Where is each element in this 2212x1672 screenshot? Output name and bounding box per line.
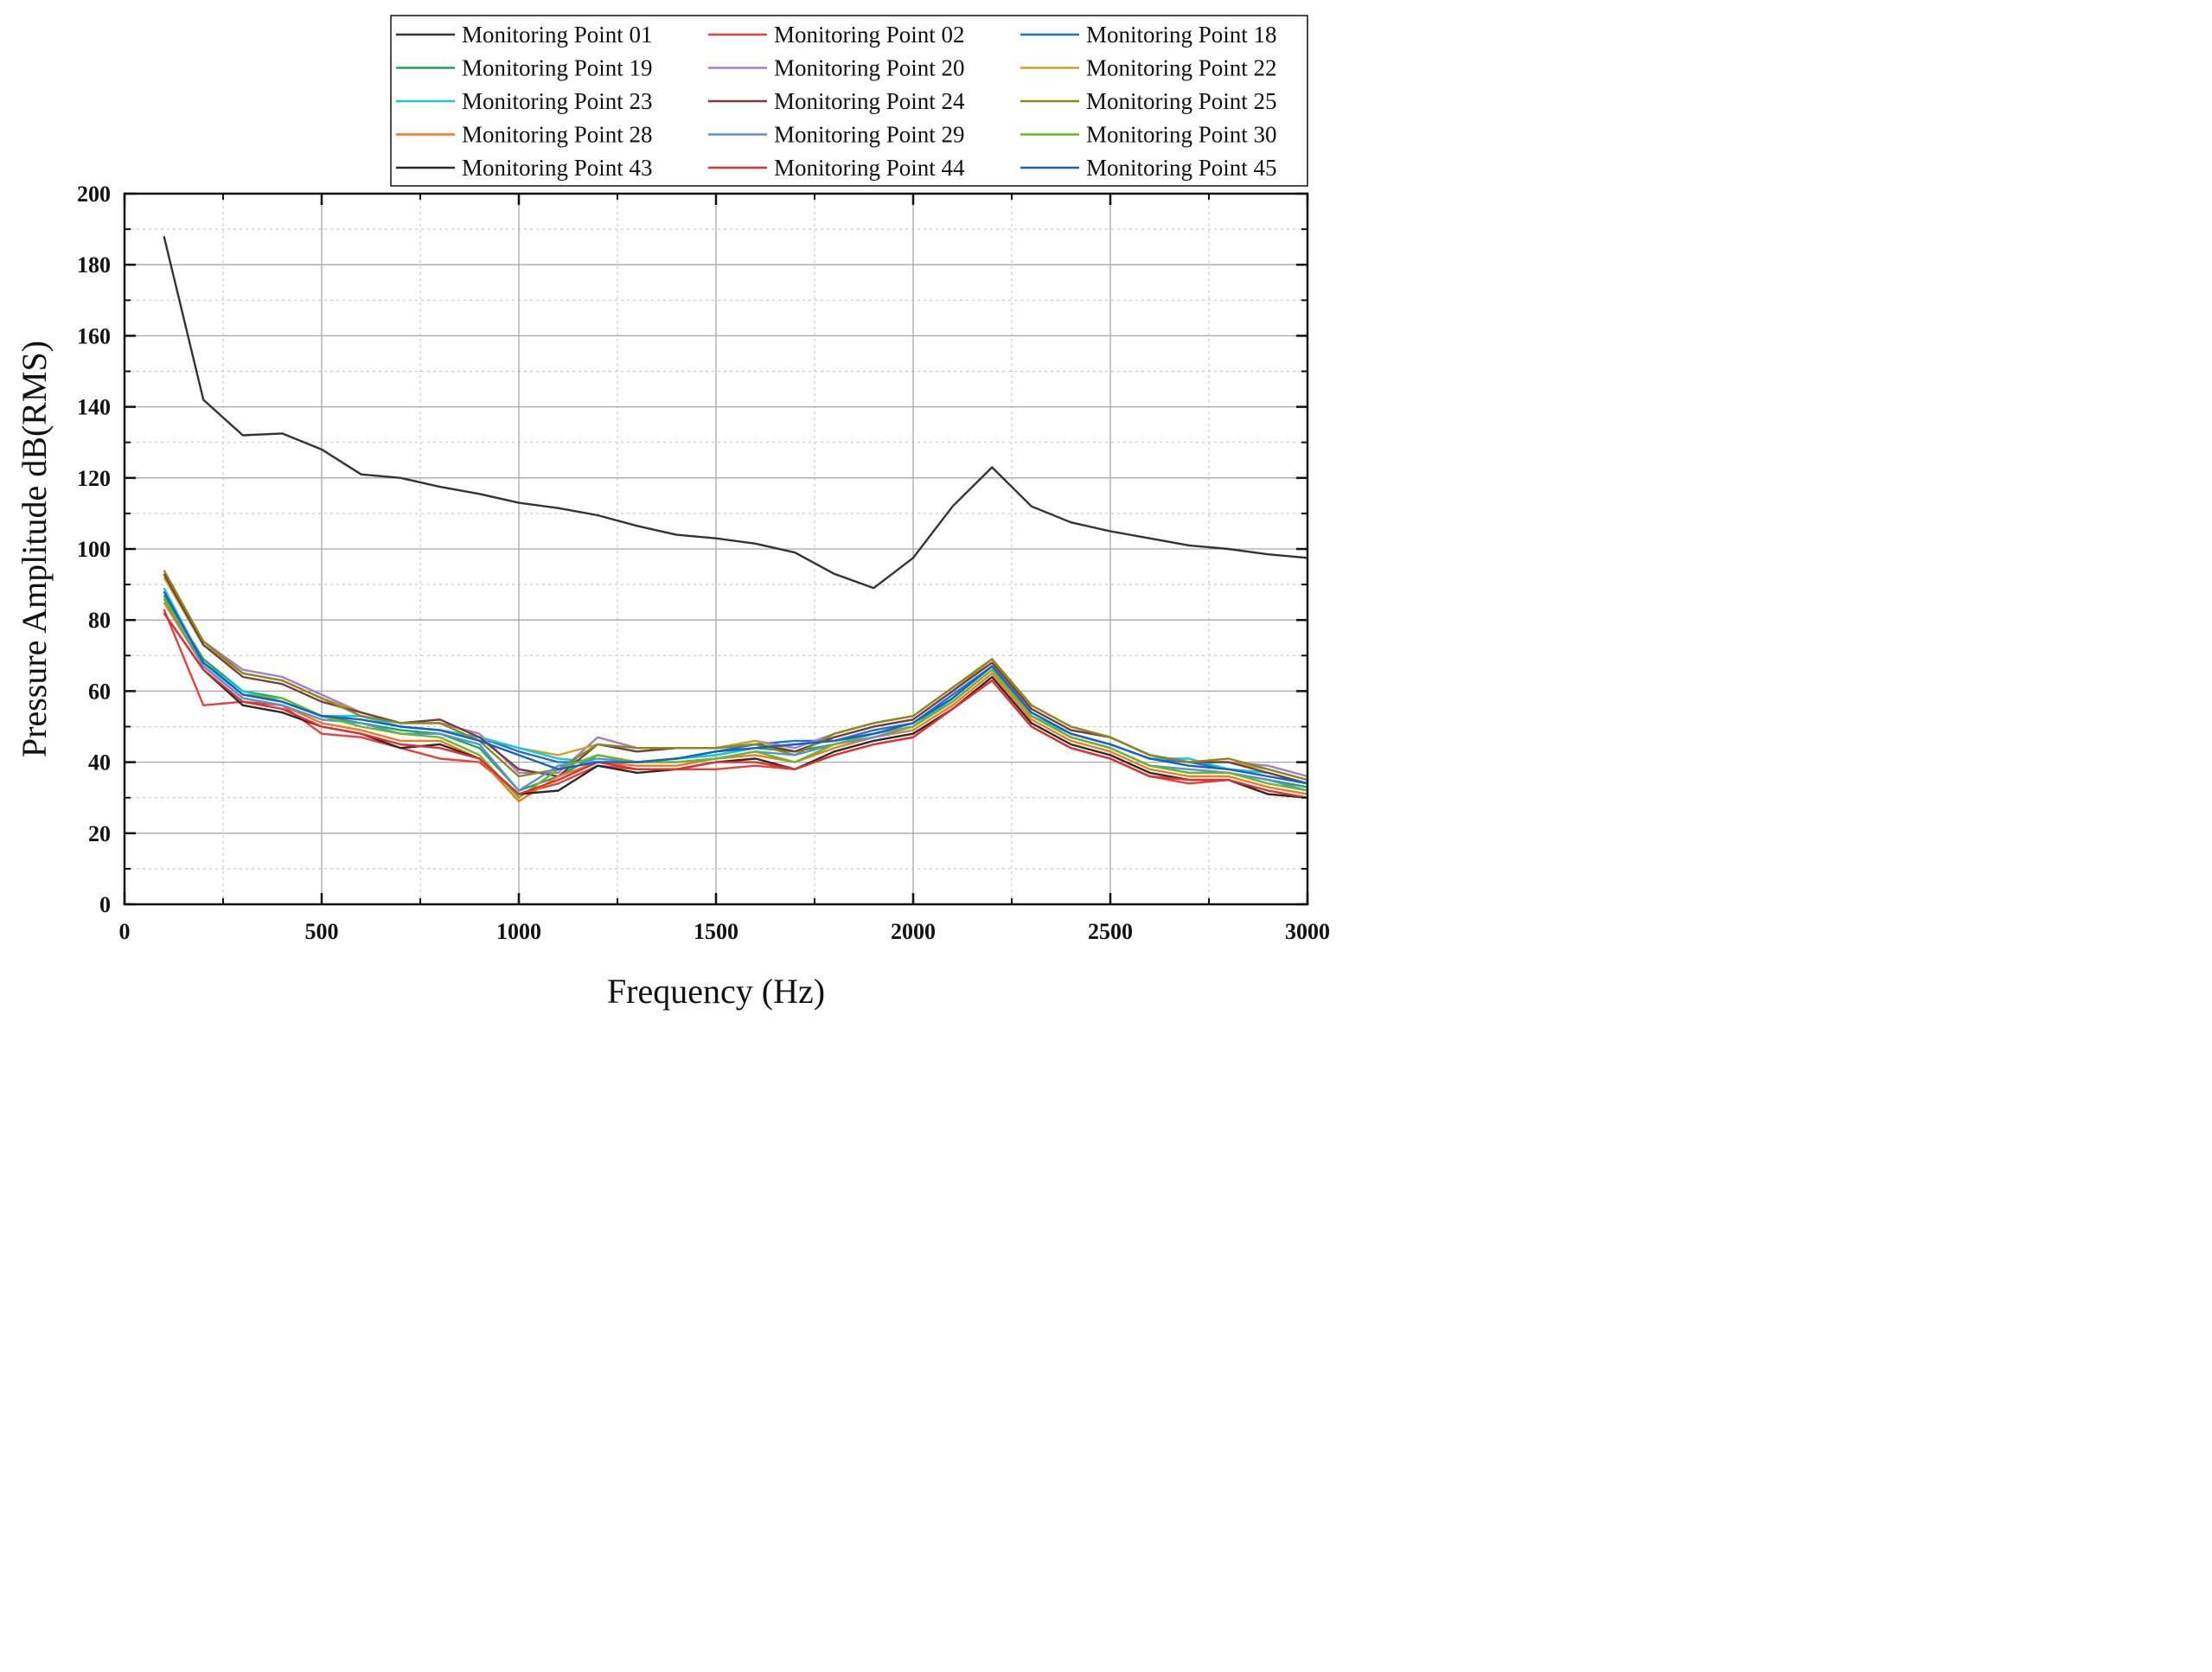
legend-label-monitoring-point-43: Monitoring Point 43 xyxy=(462,155,653,181)
y-tick-label: 40 xyxy=(88,750,111,775)
y-tick-label: 0 xyxy=(99,892,111,917)
legend-label-monitoring-point-01: Monitoring Point 01 xyxy=(462,22,653,48)
y-axis-title: Pressure Amplitude dB(RMS) xyxy=(15,341,54,757)
y-tick-label: 80 xyxy=(88,608,111,633)
legend-box xyxy=(390,15,1308,187)
legend-label-monitoring-point-23: Monitoring Point 23 xyxy=(462,88,653,114)
legend-label-monitoring-point-30: Monitoring Point 30 xyxy=(1086,122,1277,148)
series-lines xyxy=(163,236,1308,802)
legend-label-monitoring-point-44: Monitoring Point 44 xyxy=(774,155,965,181)
legend-label-monitoring-point-22: Monitoring Point 22 xyxy=(1086,55,1277,81)
series-line-monitoring-point-45 xyxy=(163,590,1308,785)
major-grid xyxy=(125,194,1307,904)
x-axis-title: Frequency (Hz) xyxy=(607,972,825,1011)
x-tick-labels: 0 500 1000 1500 2000 2500 3000 xyxy=(119,919,1331,944)
x-tick-label: 2500 xyxy=(1088,919,1133,944)
legend-label-monitoring-point-02: Monitoring Point 02 xyxy=(774,22,965,48)
legend-label-monitoring-point-24: Monitoring Point 24 xyxy=(774,88,965,114)
x-tick-label: 0 xyxy=(119,919,131,944)
x-tick-label: 500 xyxy=(305,919,339,944)
y-tick-label: 200 xyxy=(77,182,111,207)
legend-label-monitoring-point-18: Monitoring Point 18 xyxy=(1086,22,1277,48)
series-line-monitoring-point-44 xyxy=(163,612,1308,799)
series-line-monitoring-point-28 xyxy=(163,602,1308,802)
x-tick-label: 2000 xyxy=(891,919,936,944)
y-tick-labels: 0 20 40 60 80 100 120 140 160 180 200 xyxy=(77,182,111,917)
series-line-monitoring-point-25 xyxy=(163,570,1308,782)
y-tick-label: 100 xyxy=(77,537,111,562)
y-tick-label: 180 xyxy=(77,252,111,278)
x-tick-label: 1000 xyxy=(496,919,541,944)
y-tick-label: 120 xyxy=(77,466,111,491)
y-tick-label: 60 xyxy=(88,679,111,704)
legend-label-monitoring-point-28: Monitoring Point 28 xyxy=(462,122,653,148)
legend-label-monitoring-point-25: Monitoring Point 25 xyxy=(1086,88,1277,114)
legend-label-monitoring-point-20: Monitoring Point 20 xyxy=(774,55,965,81)
y-tick-label: 160 xyxy=(77,323,111,348)
legend: Monitoring Point 01 Monitoring Point 02 Mo… xyxy=(390,15,1308,187)
y-tick-label: 20 xyxy=(88,821,111,846)
line-chart: 0 500 1000 1500 2000 2500 3000 0 20 40 60 80 100 120… xyxy=(0,0,1349,1020)
legend-label-monitoring-point-29: Monitoring Point 29 xyxy=(774,122,965,148)
series-line-monitoring-point-01 xyxy=(163,236,1308,590)
series-line-monitoring-point-30 xyxy=(163,597,1308,799)
axis-ticks xyxy=(123,192,1309,906)
y-tick-label: 140 xyxy=(77,395,111,420)
legend-label-monitoring-point-19: Monitoring Point 19 xyxy=(462,55,653,81)
x-tick-label: 1500 xyxy=(694,919,738,944)
legend-label-monitoring-point-45: Monitoring Point 45 xyxy=(1086,155,1277,181)
x-tick-label: 3000 xyxy=(1285,919,1330,944)
